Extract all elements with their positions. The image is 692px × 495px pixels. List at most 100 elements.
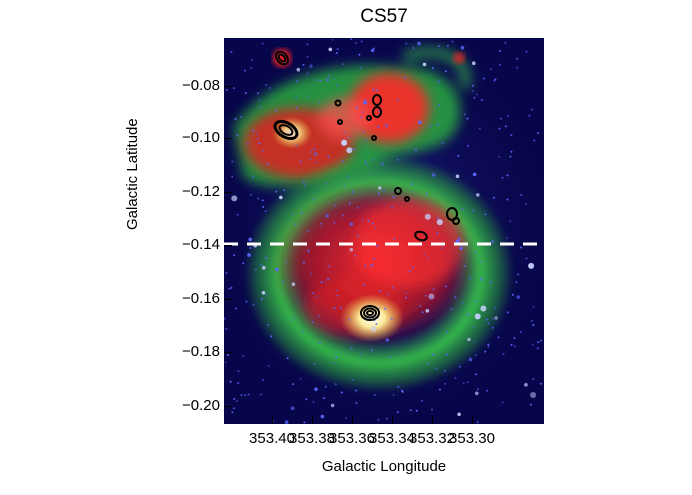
star	[466, 117, 469, 120]
star	[457, 154, 460, 157]
star	[392, 393, 395, 396]
x-axis-label: Galactic Longitude	[321, 458, 447, 475]
star	[330, 403, 335, 408]
star	[347, 175, 350, 178]
star	[370, 325, 377, 332]
star	[358, 53, 361, 56]
star	[354, 42, 357, 45]
star	[270, 335, 273, 338]
star	[356, 206, 359, 209]
star	[537, 132, 540, 135]
star	[450, 308, 453, 311]
star	[392, 286, 395, 289]
star	[249, 247, 252, 249]
star	[352, 148, 355, 151]
star	[257, 197, 260, 200]
star	[355, 401, 358, 404]
xtick-label: 353.36	[329, 430, 375, 447]
star	[224, 317, 226, 320]
star	[302, 261, 305, 264]
star	[306, 55, 309, 58]
star	[510, 150, 513, 153]
star	[316, 295, 319, 298]
star	[350, 347, 353, 350]
star	[262, 205, 265, 208]
star	[224, 361, 227, 364]
star	[490, 68, 493, 71]
star	[476, 193, 480, 197]
star	[244, 92, 247, 95]
star	[237, 370, 240, 373]
star	[473, 340, 476, 343]
star	[487, 322, 490, 325]
star	[328, 47, 333, 52]
star	[436, 232, 439, 235]
star	[425, 192, 428, 195]
star	[373, 394, 376, 396]
star	[362, 130, 365, 133]
star	[524, 383, 528, 387]
star	[250, 58, 253, 61]
star	[396, 99, 399, 102]
star	[423, 253, 426, 256]
star	[376, 89, 379, 92]
star	[363, 100, 367, 105]
star	[268, 87, 271, 89]
star	[520, 246, 522, 249]
star	[360, 353, 363, 356]
star	[247, 253, 251, 257]
star	[539, 382, 542, 385]
star	[349, 247, 354, 252]
star-field	[224, 38, 543, 424]
star	[426, 257, 429, 260]
star	[236, 213, 239, 216]
star	[385, 338, 390, 342]
star	[484, 213, 487, 216]
star	[261, 379, 264, 382]
star	[349, 222, 354, 226]
star	[293, 316, 296, 319]
star	[371, 159, 374, 161]
star	[425, 309, 430, 313]
star	[446, 353, 449, 356]
star	[473, 96, 476, 99]
star	[487, 345, 490, 348]
star	[444, 70, 447, 73]
star	[476, 421, 479, 424]
star	[480, 260, 483, 263]
star	[282, 280, 285, 283]
star	[374, 227, 377, 229]
star	[411, 183, 413, 186]
star	[325, 78, 330, 82]
star	[230, 50, 233, 53]
star	[438, 388, 441, 391]
star	[486, 389, 489, 392]
star	[232, 87, 235, 90]
star	[255, 133, 258, 136]
bubble-red-emission	[274, 183, 474, 343]
star	[310, 272, 313, 275]
star	[302, 180, 305, 183]
ytick-label: −0.10	[182, 129, 220, 146]
star	[261, 291, 266, 295]
star	[478, 127, 481, 130]
star	[484, 350, 487, 353]
star	[324, 385, 327, 388]
star	[479, 277, 484, 282]
star	[225, 327, 228, 330]
star	[444, 285, 447, 288]
star	[236, 134, 239, 137]
star	[231, 175, 234, 178]
star	[475, 373, 477, 376]
x-tick-mark	[472, 416, 473, 424]
star	[252, 303, 255, 306]
star	[375, 323, 378, 326]
star	[376, 244, 379, 247]
star	[306, 43, 309, 46]
y-tick-mark	[224, 352, 232, 353]
star	[454, 377, 457, 380]
star	[468, 357, 473, 362]
star	[240, 394, 243, 396]
star	[254, 268, 257, 271]
star	[292, 213, 295, 216]
